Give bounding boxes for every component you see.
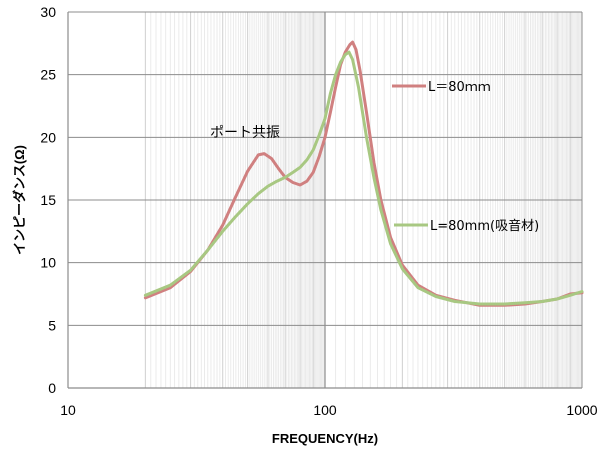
series-line-2	[143, 50, 584, 306]
legend-series-2: L=80mm(吸音材)	[394, 218, 539, 234]
y-tick-label: 0	[48, 380, 56, 396]
legend-series-1: L＝80ｍｍ	[392, 80, 491, 95]
y-tick-label: 25	[40, 67, 56, 83]
legend-label-series-1: L＝80ｍｍ	[428, 80, 491, 95]
y-tick-label: 20	[40, 129, 56, 145]
grid	[68, 11, 583, 388]
y-tick-labels: 0 5 10 15 20 25 30	[40, 4, 56, 396]
x-tick-label: 10	[60, 402, 76, 418]
y-tick-label: 15	[40, 192, 56, 208]
x-tick-label: 1000	[566, 402, 597, 418]
x-axis-title: FREQUENCY(Hz)	[272, 431, 378, 446]
legend-label-series-2: L=80mm(吸音材)	[430, 218, 539, 234]
y-tick-label: 10	[40, 255, 56, 271]
y-tick-label: 30	[40, 4, 56, 20]
x-tick-label: 100	[313, 402, 337, 418]
port-resonance-annotation: ポート共振	[210, 125, 280, 141]
y-axis-title: インピーダンス(Ω)	[12, 145, 27, 255]
series-lines	[143, 40, 584, 307]
y-tick-label: 5	[48, 317, 56, 333]
x-tick-labels: 10 100 1000	[60, 402, 598, 418]
